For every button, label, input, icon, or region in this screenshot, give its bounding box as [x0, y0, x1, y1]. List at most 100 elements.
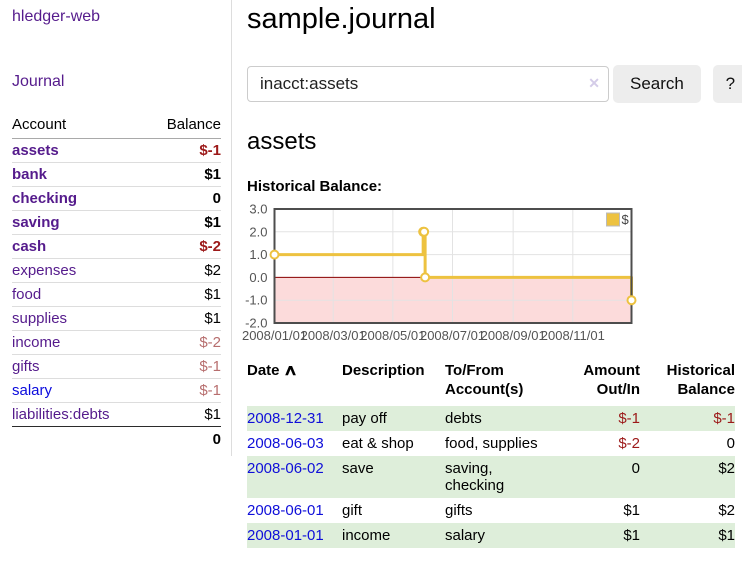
transaction-account: food, supplies [445, 435, 538, 452]
account-row: gifts $-1 [12, 354, 221, 379]
account-link-expenses[interactable]: expenses [12, 262, 77, 279]
transaction-date-link[interactable]: 2008-06-01 [247, 502, 324, 519]
page-title: sample.journal [247, 3, 436, 35]
accounts-total-value: 0 [212, 431, 221, 448]
transaction-date-link[interactable]: 2008-12-31 [247, 410, 324, 427]
account-link-gifts[interactable]: gifts [12, 358, 40, 375]
register-row: 2008-12-31 pay off debts $-1 $-1 [247, 406, 735, 431]
date-header-label: Date [247, 362, 280, 379]
accounts-table: Account Balance assets $-1 bank $1 check… [12, 113, 221, 451]
account-balance: $2 [146, 258, 221, 283]
register-header-row: Date ∧ Description To/From Account(s) Amo… [247, 359, 735, 406]
register-row: 2008-06-02 save saving, checking 0 $2 [247, 456, 735, 498]
balance-column-header: Balance [146, 113, 221, 139]
account-row: food $1 [12, 282, 221, 307]
account-row: expenses $2 [12, 258, 221, 283]
sidebar-item-journal[interactable]: Journal [12, 73, 65, 90]
account-row: cash $-2 [12, 234, 221, 259]
account-link-salary[interactable]: salary [12, 382, 53, 399]
app-title-link[interactable]: hledger-web [12, 8, 101, 25]
transaction-amount: $1 [623, 502, 640, 519]
historical-balance-chart: $3.0 2.0 1.0 0.0 -1.0 -2.0 2008/01/01 2008/03/0… [242, 202, 742, 350]
account-balance: $1 [146, 306, 221, 331]
account-link-food[interactable]: food [12, 286, 42, 303]
register-header-balance: Historical Balance [666, 362, 735, 398]
svg-text:-1.0: -1.0 [245, 293, 267, 308]
svg-text:$: $ [622, 212, 630, 227]
transaction-account: gifts [445, 502, 473, 519]
account-link-cash[interactable]: cash [12, 238, 47, 255]
clear-search-icon[interactable]: ✕ [588, 75, 600, 91]
search-form: ✕ Search ? [247, 65, 742, 103]
register-table: Date ∧ Description To/From Account(s) Amo… [247, 359, 735, 548]
help-button[interactable]: ? [712, 65, 742, 103]
transaction-account: salary [445, 527, 486, 544]
transaction-amount: 0 [631, 460, 640, 477]
transaction-description: pay off [342, 410, 387, 427]
register-header-amount: Amount Out/In [583, 362, 640, 398]
account-link-supplies[interactable]: supplies [12, 310, 68, 327]
app-layout: hledger-web Journal Account Balance asse… [0, 0, 742, 548]
account-balance: 0 [146, 186, 221, 211]
account-balance: $-2 [146, 330, 221, 355]
account-row: supplies $1 [12, 306, 221, 331]
search-button[interactable]: Search [613, 65, 701, 103]
transaction-date-link[interactable]: 2008-01-01 [247, 527, 324, 544]
svg-text:-2.0: -2.0 [245, 316, 267, 331]
account-row: bank $1 [12, 162, 221, 187]
account-link-saving[interactable]: saving [12, 214, 60, 231]
svg-text:2008/09/01: 2008/09/01 [481, 328, 546, 343]
svg-text:1.0: 1.0 [249, 247, 267, 262]
search-input[interactable] [247, 66, 609, 102]
register-header-account: To/From Account(s) [445, 362, 524, 398]
chart-section-label: Historical Balance: [247, 178, 383, 195]
transaction-description: income [342, 527, 391, 544]
transaction-amount: $-2 [618, 435, 640, 452]
transaction-amount: $-1 [618, 410, 640, 427]
account-row: assets $-1 [12, 138, 221, 163]
account-row: liabilities:debts $1 [12, 402, 221, 427]
transaction-date-link[interactable]: 2008-06-03 [247, 435, 324, 452]
account-balance: $-1 [146, 354, 221, 379]
transaction-balance: $-1 [713, 410, 735, 427]
transaction-description: eat & shop [342, 435, 414, 452]
transaction-balance: $2 [718, 460, 735, 477]
sidebar: hledger-web Journal Account Balance asse… [0, 0, 232, 456]
transaction-balance: $2 [718, 502, 735, 519]
register-row: 2008-06-03 eat & shop food, supplies $-2… [247, 431, 735, 456]
svg-text:3.0: 3.0 [249, 202, 267, 217]
account-balance: $1 [146, 162, 221, 187]
transaction-amount: $1 [623, 527, 640, 544]
account-balance: $-2 [146, 234, 221, 259]
svg-text:2008/01/01: 2008/01/01 [242, 328, 307, 343]
account-link-checking[interactable]: checking [12, 190, 78, 207]
account-link-bank[interactable]: bank [12, 166, 48, 183]
account-row: salary $-1 [12, 378, 221, 403]
account-balance: $1 [146, 282, 221, 307]
account-link-liabilities-debts[interactable]: liabilities:debts [12, 406, 110, 423]
register-header-date[interactable]: Date ∧ [247, 359, 342, 406]
account-balance: $1 [146, 402, 221, 427]
account-row: income $-2 [12, 330, 221, 355]
account-row: saving $1 [12, 210, 221, 235]
main-content: sample.journal ✕ Search ? assets Histori… [232, 0, 742, 548]
account-balance: $1 [146, 210, 221, 235]
transaction-date-link[interactable]: 2008-06-02 [247, 460, 324, 477]
transaction-balance: $1 [718, 527, 735, 544]
transaction-description: gift [342, 502, 363, 519]
register-row: 2008-01-01 income salary $1 $1 [247, 523, 735, 548]
account-link-assets[interactable]: assets [12, 142, 59, 159]
account-balance: $-1 [146, 138, 221, 163]
svg-text:2008/05/01: 2008/05/01 [360, 328, 425, 343]
account-link-income[interactable]: income [12, 334, 61, 351]
accounts-column-header: Account [12, 113, 147, 139]
account-row: checking 0 [12, 186, 221, 211]
sort-ascending-icon: ∧ [282, 362, 298, 379]
account-heading: assets [247, 128, 317, 155]
svg-text:0.0: 0.0 [249, 270, 267, 285]
transaction-account: debts [445, 410, 482, 427]
svg-text:2008/03/01: 2008/03/01 [301, 328, 366, 343]
svg-text:2008/07/01: 2008/07/01 [420, 328, 485, 343]
svg-text:2008/11/01: 2008/11/01 [541, 328, 605, 343]
transaction-description: save [342, 460, 374, 477]
